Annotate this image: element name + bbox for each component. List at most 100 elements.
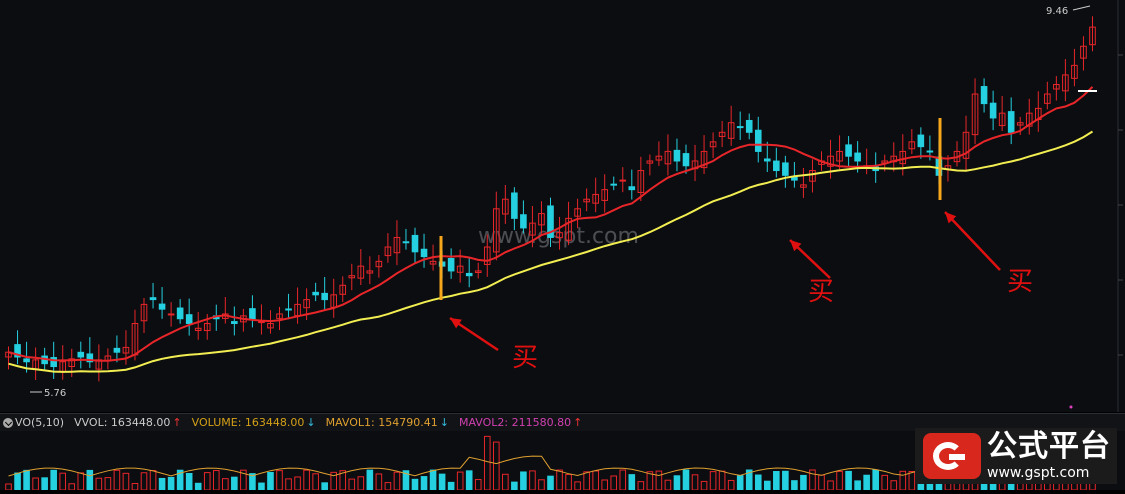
candlestick-chart[interactable]: www.gspt.com 9.46 5.76 买买买 [0, 0, 1125, 412]
logo-title: 公式平台 [987, 429, 1111, 464]
candle-body [754, 129, 762, 152]
candle-body [1062, 74, 1069, 92]
mavol1-line [8, 455, 1093, 477]
candle-body [1053, 83, 1060, 90]
marker-dot [1069, 405, 1073, 409]
volume-bar [203, 472, 211, 491]
volume-bar [890, 480, 898, 491]
volume-bar [5, 483, 12, 491]
candle-body [610, 183, 618, 186]
candle-body [745, 119, 753, 133]
high-price-label: 9.46 [1046, 6, 1068, 17]
mavol2-value: MAVOL2: 211580.80 [458, 416, 572, 429]
candle-body [1025, 112, 1033, 127]
candle-body [673, 149, 681, 162]
mavol2-arrow: ↑ [573, 416, 583, 429]
candle-body [1016, 122, 1024, 126]
candle-body [113, 347, 121, 353]
volume-bar [375, 473, 383, 491]
volume-bar [836, 470, 843, 491]
candle-body [357, 265, 365, 279]
volume-bar [59, 472, 67, 491]
candle-body [619, 179, 627, 182]
candle-body [483, 246, 491, 265]
volume-bar [511, 481, 518, 491]
candle-body [176, 307, 184, 320]
ma-yellow-line [8, 130, 1094, 373]
candle-body [429, 260, 437, 265]
candle-body [682, 153, 690, 167]
candle-body [1007, 111, 1015, 133]
volume-bar [267, 471, 274, 491]
candle-body [980, 86, 988, 105]
candle-body [185, 314, 193, 325]
candle-body [86, 353, 94, 363]
volume-bar [691, 474, 699, 491]
logo-url: www.gspt.com [987, 465, 1090, 481]
price-plot: www.gspt.com9.465.76买买买 [5, 0, 1123, 412]
candle-body [68, 358, 76, 367]
volume-bar [718, 470, 726, 491]
candle-body [276, 313, 283, 319]
volume-bar [321, 482, 328, 491]
indicator-settings-icon[interactable] [3, 417, 13, 428]
candle-body [312, 291, 319, 296]
indicator-name: VO(5,10) [15, 416, 65, 429]
candle-body [700, 150, 708, 169]
volume-bar [727, 479, 735, 491]
volume-bar [782, 470, 789, 491]
volume-bar [863, 474, 870, 491]
candle-body [709, 141, 717, 148]
volume-bar [583, 471, 590, 491]
candle-body [203, 323, 211, 332]
candle-body [402, 241, 410, 244]
volume-bar [520, 471, 527, 491]
volume-bar [773, 471, 780, 491]
candle-body [447, 258, 455, 272]
mavol1-value: MAVOL1: 154790.41 [325, 416, 438, 429]
candle-body [727, 122, 735, 139]
volume-bar [167, 476, 175, 491]
candle-body [267, 323, 274, 329]
ma-red-line [8, 86, 1094, 362]
candle-body [583, 198, 590, 203]
buy-arrow-head [450, 318, 462, 329]
candle-body [1089, 26, 1096, 46]
candle-body [917, 134, 925, 148]
candle-body [646, 160, 654, 164]
volume-bar [149, 469, 157, 491]
volume-bar [547, 475, 554, 491]
candle-body [971, 93, 979, 136]
candle-body [998, 112, 1006, 127]
candle-body [800, 184, 807, 188]
volume-bar [628, 474, 636, 491]
candle-body [303, 299, 310, 309]
candle-body [50, 357, 57, 368]
volume-bar [709, 471, 717, 491]
volume-bar [32, 477, 39, 491]
candle-body [827, 155, 834, 167]
candle-body [773, 160, 780, 172]
volume-bar [872, 469, 879, 491]
candle-body [854, 152, 861, 162]
volume-bar [908, 470, 916, 491]
volume-bar [791, 480, 798, 491]
volume-bar [447, 481, 455, 491]
volume-bar [881, 474, 889, 491]
volume-bar [122, 472, 130, 491]
volume-bar [285, 478, 292, 491]
volume-bar [502, 473, 509, 491]
volume-bar [637, 481, 645, 491]
candle-body [366, 270, 374, 274]
volume-bar [312, 473, 319, 491]
volume-bar [393, 471, 401, 491]
candle-body [420, 248, 428, 258]
vvol-arrow: ↑ [172, 416, 182, 429]
buy-arrow-head [945, 212, 957, 224]
volume-bar [493, 441, 500, 491]
candle-body [339, 284, 347, 295]
volume-bar [77, 472, 85, 491]
volume-bar [538, 479, 545, 491]
volume-bar [212, 470, 220, 491]
volume-bar [601, 479, 608, 491]
